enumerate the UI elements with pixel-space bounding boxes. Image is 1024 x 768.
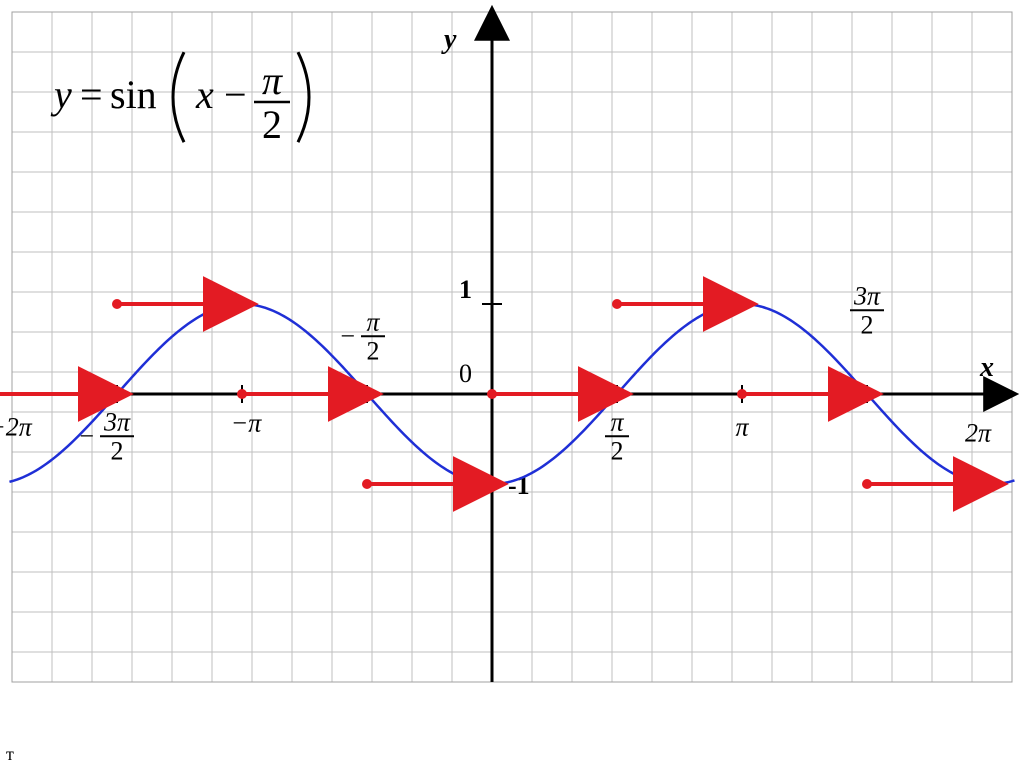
svg-text:3π: 3π [853,281,881,310]
y-axis-label: y [441,24,457,55]
svg-text:π: π [262,58,283,103]
svg-text:y: y [50,72,72,117]
sine-shift-chart: yx1-10−2π−3π2−π−π2π2π3π22πy=sinx−π2т [0,0,1024,768]
svg-text:sin: sin [110,72,157,117]
svg-text:2: 2 [262,102,282,147]
svg-text:0: 0 [459,359,472,388]
svg-text:3π: 3π [103,407,131,436]
svg-text:x: x [195,72,214,117]
svg-text:1: 1 [459,275,472,304]
svg-text:−: − [79,421,94,450]
svg-text:−π: −π [231,408,263,437]
x-axis-label: x [979,352,994,383]
svg-text:π: π [610,407,624,436]
svg-text:−2π: −2π [0,412,33,441]
svg-text:π: π [735,412,749,441]
stray-char: т [6,744,14,764]
svg-text:−: − [340,321,355,350]
svg-text:2: 2 [367,337,380,366]
svg-text:2: 2 [860,311,873,340]
svg-text:−: − [224,72,247,117]
svg-text:=: = [80,72,103,117]
svg-text:2π: 2π [965,418,992,447]
svg-text:2: 2 [111,437,124,466]
svg-text:π: π [366,307,380,336]
svg-text:2: 2 [610,437,623,466]
